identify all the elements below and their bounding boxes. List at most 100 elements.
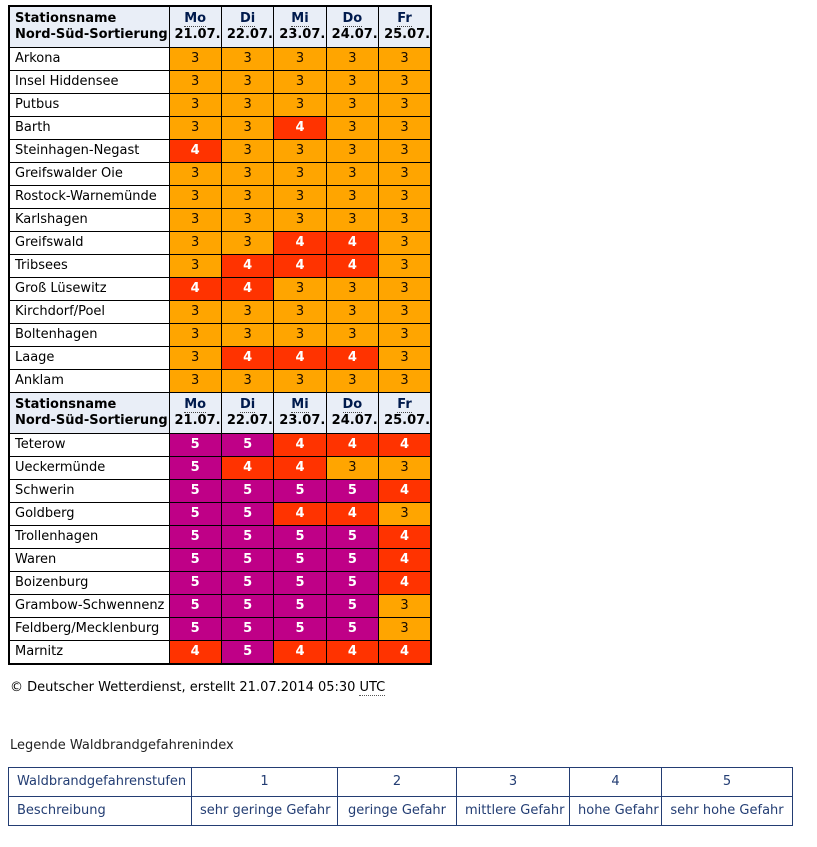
day-header-cell: Mo 21.07. (168, 5, 222, 48)
day-date: 23.07. (279, 27, 326, 42)
day-abbr-line: Do (332, 397, 373, 413)
danger-value-cell: 3 (378, 346, 432, 370)
day-date: 21.07. (174, 27, 221, 42)
station-row: Kirchdorf/Poel 3 3 3 3 3 (8, 300, 432, 324)
danger-value-cell: 5 (220, 617, 275, 641)
station-row: Goldberg 5 5 4 4 3 (8, 502, 432, 526)
table-header-row: Stationsname Nord-Süd-Sortierung Mo 21.07. D… (8, 5, 432, 48)
wbi-table-body: Stationsname Nord-Süd-Sortierung Mo 21.07. D… (8, 5, 432, 665)
danger-value-cell: 5 (168, 594, 222, 618)
danger-value-cell: 5 (273, 617, 327, 641)
day-abbr-line: Di (227, 11, 268, 27)
danger-value-cell: 3 (220, 116, 275, 140)
station-row: Insel Hiddensee 3 3 3 3 3 (8, 70, 432, 94)
station-name-cell: Waren (8, 548, 170, 572)
danger-value-cell: 3 (378, 300, 432, 324)
station-name-cell: Boizenburg (8, 571, 170, 595)
danger-value-cell: 3 (378, 254, 432, 278)
danger-value-cell: 5 (168, 502, 222, 526)
danger-value-cell: 4 (273, 433, 327, 457)
day-header-cell: Mi 23.07. (273, 392, 327, 434)
danger-value-cell: 5 (168, 571, 222, 595)
day-header-cell: Mo 21.07. (168, 392, 222, 434)
day-abbr: Mo (184, 397, 207, 413)
station-name-cell: Steinhagen-Negast (8, 139, 170, 163)
copyright-text: © Deutscher Wetterdienst, erstellt 21.07… (10, 680, 356, 695)
danger-value-cell: 3 (273, 93, 327, 117)
danger-value-cell: 5 (168, 456, 222, 480)
station-name-cell: Groß Lüsewitz (8, 277, 170, 301)
danger-value-cell: 3 (220, 47, 275, 71)
danger-value-cell: 3 (325, 93, 380, 117)
station-row: Ueckermünde 5 4 4 3 3 (8, 456, 432, 480)
danger-value-cell: 3 (378, 594, 432, 618)
station-name-cell: Rostock-Warnemünde (8, 185, 170, 209)
day-abbr-line: Mi (279, 11, 320, 27)
day-date: 21.07. (174, 413, 221, 428)
danger-value-cell: 4 (273, 346, 327, 370)
station-header-line2: Nord-Süd-Sortierung (15, 413, 168, 428)
station-row: Groß Lüsewitz 4 4 3 3 3 (8, 277, 432, 301)
danger-value-cell: 3 (220, 323, 275, 347)
danger-value-cell: 5 (325, 479, 380, 503)
legend-stufen-label: Waldbrandgefahrenstufen (8, 767, 192, 797)
day-date: 22.07. (226, 27, 273, 42)
danger-value-cell: 3 (273, 277, 327, 301)
danger-value-cell: 3 (378, 502, 432, 526)
day-date: 22.07. (226, 413, 273, 428)
station-row: Greifswalder Oie 3 3 3 3 3 (8, 162, 432, 186)
station-name-cell: Ueckermünde (8, 456, 170, 480)
danger-value-cell: 4 (220, 456, 275, 480)
danger-value-cell: 5 (325, 525, 380, 549)
station-row: Anklam 3 3 3 3 3 (8, 369, 432, 393)
danger-value-cell: 5 (273, 525, 327, 549)
danger-value-cell: 3 (378, 47, 432, 71)
station-name-cell: Grambow-Schwennenz (8, 594, 170, 618)
danger-value-cell: 3 (378, 185, 432, 209)
day-header-cell: Do 24.07. (325, 5, 380, 48)
danger-value-cell: 3 (273, 47, 327, 71)
station-row: Teterow 5 5 4 4 4 (8, 433, 432, 457)
danger-value-cell: 3 (325, 208, 380, 232)
day-header-cell: Mi 23.07. (273, 5, 327, 48)
station-header-line1: Stationsname (15, 397, 117, 412)
danger-value-cell: 4 (273, 502, 327, 526)
station-header-cell: Stationsname Nord-Süd-Sortierung (8, 392, 170, 434)
station-name-cell: Arkona (8, 47, 170, 71)
legend-title: Legende Waldbrandgefahrenindex (10, 738, 234, 753)
danger-value-cell: 5 (220, 640, 275, 665)
danger-value-cell: 5 (220, 571, 275, 595)
station-name-cell: Anklam (8, 369, 170, 393)
day-header-cell: Fr 25.07. (378, 392, 432, 434)
danger-value-cell: 3 (220, 70, 275, 94)
station-header-cell: Stationsname Nord-Süd-Sortierung (8, 5, 170, 48)
danger-value-cell: 5 (273, 479, 327, 503)
danger-value-cell: 3 (168, 369, 222, 393)
danger-value-cell: 4 (273, 640, 327, 665)
danger-value-cell: 5 (220, 479, 275, 503)
station-name-cell: Tribsees (8, 254, 170, 278)
station-row: Rostock-Warnemünde 3 3 3 3 3 (8, 185, 432, 209)
day-abbr-line: Di (227, 397, 268, 413)
danger-value-cell: 4 (325, 433, 380, 457)
station-name-cell: Karlshagen (8, 208, 170, 232)
table-header-row: Stationsname Nord-Süd-Sortierung Mo 21.07. D… (8, 392, 432, 434)
danger-value-cell: 3 (220, 369, 275, 393)
danger-value-cell: 4 (378, 571, 432, 595)
danger-value-cell: 4 (378, 640, 432, 665)
danger-value-cell: 3 (273, 185, 327, 209)
danger-value-cell: 3 (378, 162, 432, 186)
danger-value-cell: 4 (378, 525, 432, 549)
danger-value-cell: 3 (378, 139, 432, 163)
danger-value-cell: 5 (220, 594, 275, 618)
danger-value-cell: 5 (168, 548, 222, 572)
danger-value-cell: 3 (220, 139, 275, 163)
day-abbr-line: Mi (279, 397, 320, 413)
wbi-table: Stationsname Nord-Süd-Sortierung Mo 21.07. D… (8, 5, 432, 665)
legend-beschreibung-label: Beschreibung (8, 796, 192, 826)
station-row: Steinhagen-Negast 4 3 3 3 3 (8, 139, 432, 163)
station-row: Greifswald 3 3 4 4 3 (8, 231, 432, 255)
danger-value-cell: 3 (378, 323, 432, 347)
day-abbr: Mo (184, 11, 207, 27)
legend-desc-2: geringe Gefahr (337, 796, 457, 826)
